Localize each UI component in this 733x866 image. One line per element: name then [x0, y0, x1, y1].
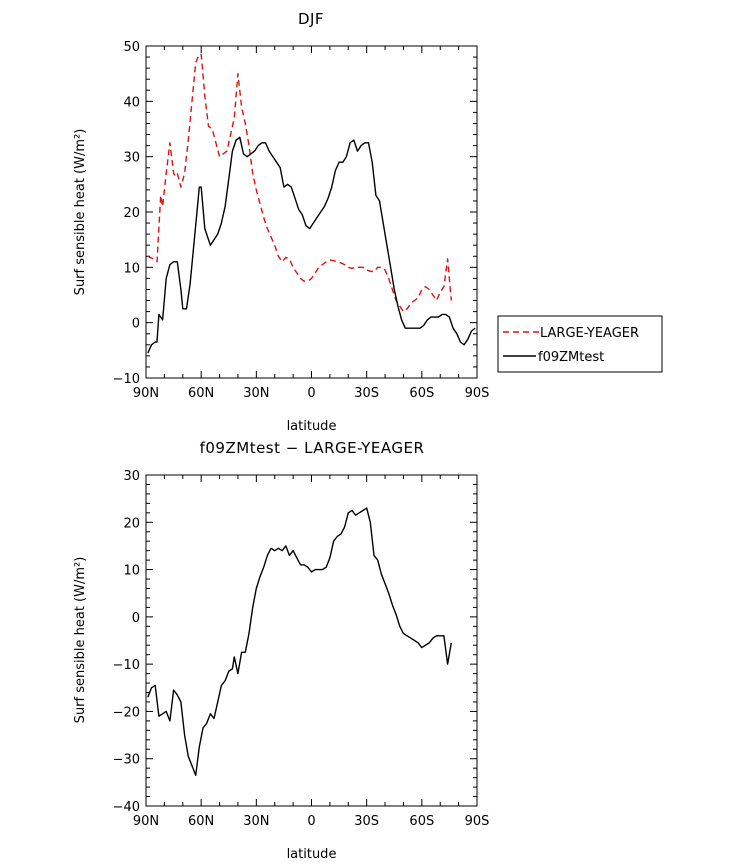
bottom-y-tick-label: −30 [113, 753, 140, 768]
bottom-y-tick-label: 0 [132, 611, 140, 626]
top-panel-series [147, 53, 476, 354]
top-panel-title: DJF [298, 10, 324, 28]
top-x-tick-label: 90S [465, 386, 490, 401]
bottom-x-tick-label: 60N [188, 814, 214, 829]
legend-box [497, 315, 663, 373]
legend-label-f09zmtest: f09ZMtest [538, 350, 604, 365]
bottom-panel-x-axis-label: latitude [287, 847, 337, 862]
bottom-y-tick-label: −20 [113, 705, 140, 720]
bottom-y-tick-label: 10 [123, 564, 140, 579]
top-y-tick-label: 50 [123, 40, 140, 55]
bottom-x-tick-label: 90S [465, 814, 490, 829]
bottom-series-line-difference [147, 507, 452, 776]
top-series-line-f09zmtest [147, 136, 476, 354]
bottom-y-tick-label: 30 [123, 469, 140, 484]
legend-label-large-yeager: LARGE-YEAGER [540, 326, 639, 341]
top-series-line-large-yeager [147, 53, 452, 313]
bottom-y-tick-label: 20 [123, 516, 140, 531]
bottom-y-tick-label: −40 [113, 800, 140, 815]
top-y-tick-label: 40 [123, 95, 140, 110]
top-y-tick-label: 20 [123, 206, 140, 221]
bottom-y-tick-label: −10 [113, 658, 140, 673]
top-panel-ticks: 90N 60N 30N 0 30S 60S 90S −10 0 10 20 30 40 50 [113, 40, 490, 401]
top-y-tick-label: −10 [113, 372, 140, 387]
bottom-x-tick-label: 0 [307, 814, 315, 829]
bottom-panel-ticks: 90N 60N 30N 0 30S 60S 90S −40 −30 −20 −10 0 10 20 30 [113, 469, 490, 829]
top-panel-y-axis-label: Surf sensible heat (W/m²) [73, 129, 88, 296]
bottom-x-tick-label: 60S [409, 814, 434, 829]
top-y-tick-label: 0 [132, 317, 140, 332]
bottom-panel: f09ZMtest − LARGE-YEAGER 90N 60N 30N 0 30S 60… [73, 439, 489, 862]
top-x-tick-label: 90N [133, 386, 159, 401]
top-y-tick-label: 30 [123, 151, 140, 166]
bottom-x-tick-label: 90N [133, 814, 159, 829]
bottom-x-tick-label: 30S [354, 814, 379, 829]
bottom-x-tick-label: 30N [243, 814, 269, 829]
top-x-tick-label: 30S [354, 386, 379, 401]
top-x-tick-label: 0 [307, 386, 315, 401]
top-panel-x-axis-label: latitude [287, 419, 337, 434]
top-y-tick-label: 10 [123, 261, 140, 276]
top-x-tick-label: 60N [188, 386, 214, 401]
legend: LARGE-YEAGER f09ZMtest [497, 315, 663, 373]
top-x-tick-label: 30N [243, 386, 269, 401]
top-x-tick-label: 60S [409, 386, 434, 401]
bottom-panel-title: f09ZMtest − LARGE-YEAGER [200, 439, 425, 457]
bottom-panel-y-axis-label: Surf sensible heat (W/m²) [73, 557, 88, 724]
top-panel-plot-frame [145, 45, 478, 379]
bottom-panel-plot-frame [145, 474, 478, 807]
top-panel: DJF 90N 60N 30N 0 30S 60S 90S −10 0 10 20 30 40 50 la… [73, 10, 489, 434]
bottom-panel-series [147, 507, 452, 776]
